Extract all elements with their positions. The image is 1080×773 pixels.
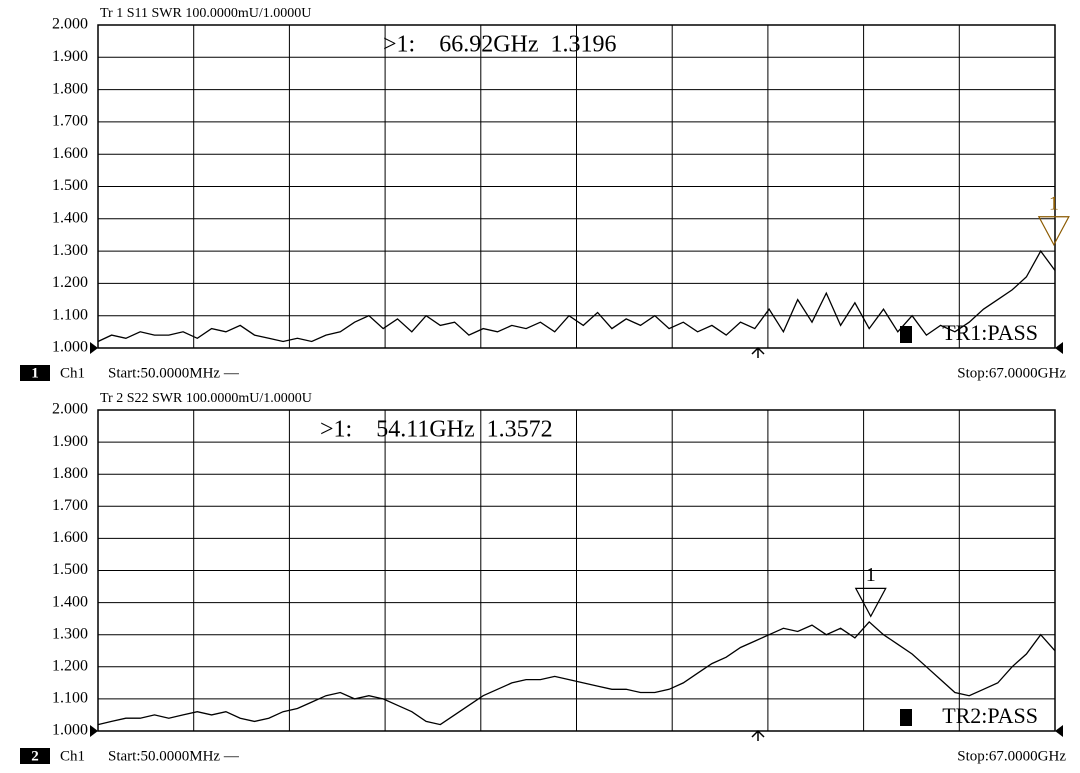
- y-tick-label: 1.800: [52, 80, 88, 97]
- y-tick-label: 1.000: [52, 339, 88, 356]
- start-frequency: Start:50.0000MHz —: [108, 365, 240, 381]
- channel-name: Ch1: [60, 365, 85, 381]
- y-tick-label: 1.300: [52, 625, 88, 642]
- start-frequency: Start:50.0000MHz —: [108, 748, 240, 764]
- trace-header: Tr 2 S22 SWR 100.0000mU/1.0000U: [100, 391, 312, 406]
- ref-arrow-right: [1055, 342, 1063, 354]
- trace: [97, 620, 1056, 726]
- ref-arrow-right: [1055, 725, 1063, 737]
- ref-arrow-left: [90, 342, 98, 354]
- plot-frame: [97, 24, 1056, 349]
- stimulus-arrow: [751, 729, 765, 741]
- y-tick-label: 1.400: [52, 209, 88, 226]
- marker-readout: >1: 54.11GHz 1.3572: [320, 417, 553, 443]
- y-tick-label: 1.000: [52, 722, 88, 739]
- y-tick-label: 1.400: [52, 593, 88, 610]
- y-tick-label: 1.500: [52, 561, 88, 578]
- y-tick-label: 1.200: [52, 657, 88, 674]
- y-tick-label: 2.000: [52, 401, 88, 418]
- marker-triangle: [1037, 216, 1070, 247]
- plot-frame: [97, 409, 1056, 732]
- y-tick-label: 1.900: [52, 433, 88, 450]
- y-tick-label: 1.100: [52, 690, 88, 707]
- y-tick-label: 1.300: [52, 242, 88, 259]
- marker-readout: >1: 66.92GHz 1.3196: [383, 32, 617, 58]
- limit-status: TR2:PASS: [942, 703, 1038, 728]
- y-tick-label: 1.500: [52, 177, 88, 194]
- channel-badge: [20, 365, 50, 381]
- status-square: [900, 709, 912, 726]
- marker-label: 1: [1049, 192, 1059, 214]
- y-tick-label: 1.800: [52, 465, 88, 482]
- y-tick-label: 1.700: [52, 113, 88, 130]
- y-tick-label: 1.100: [52, 306, 88, 323]
- stop-frequency: Stop:67.0000GHz: [957, 365, 1066, 381]
- marker-label: 1: [866, 564, 876, 586]
- trace-header: Tr 1 S11 SWR 100.0000mU/1.0000U: [100, 6, 311, 21]
- trace: [97, 249, 1056, 343]
- channel-number: 1: [31, 365, 39, 381]
- ref-arrow-left: [90, 725, 98, 737]
- y-tick-label: 1.600: [52, 145, 88, 162]
- y-tick-label: 1.700: [52, 497, 88, 514]
- y-tick-label: 1.900: [52, 48, 88, 65]
- stop-frequency: Stop:67.0000GHz: [957, 748, 1066, 764]
- channel-name: Ch1: [60, 748, 85, 764]
- marker-triangle: [854, 587, 887, 618]
- channel-badge: [20, 748, 50, 764]
- limit-status: TR1:PASS: [942, 320, 1038, 345]
- channel-number: 2: [31, 748, 39, 764]
- status-square: [900, 326, 912, 343]
- y-tick-label: 1.600: [52, 529, 88, 546]
- stimulus-arrow: [751, 346, 765, 358]
- y-tick-label: 1.200: [52, 274, 88, 291]
- y-tick-label: 2.000: [52, 16, 88, 33]
